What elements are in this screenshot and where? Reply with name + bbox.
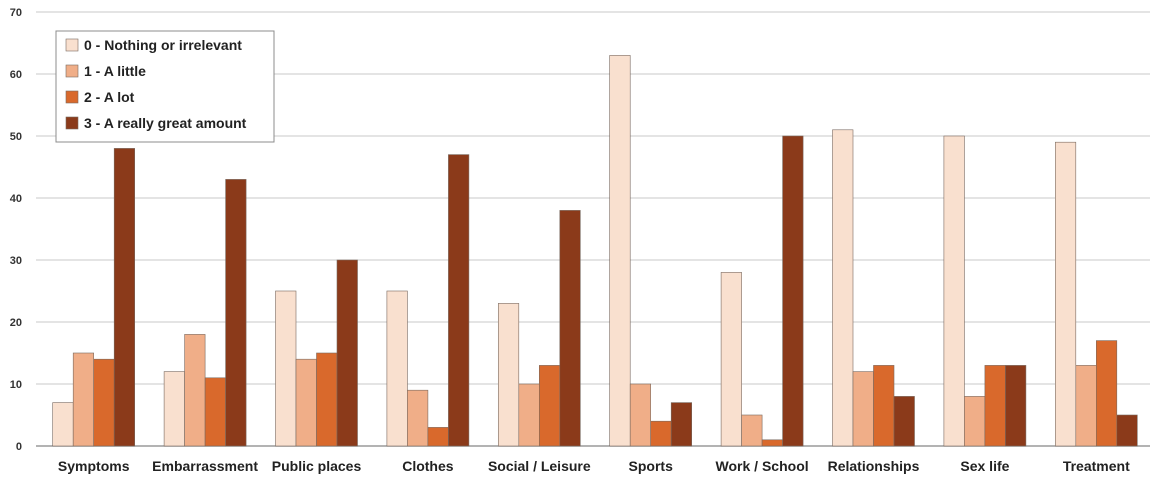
- y-tick-label: 10: [10, 379, 22, 391]
- bar: [832, 129, 854, 447]
- bar: [52, 402, 74, 447]
- legend-label: 3 - A really great amount: [84, 115, 247, 131]
- bar: [1055, 141, 1077, 447]
- legend-label: 1 - A little: [84, 63, 146, 79]
- x-tick-label: Sex life: [960, 458, 1009, 474]
- bar: [113, 148, 135, 447]
- bar: [609, 55, 631, 447]
- bar: [1005, 365, 1027, 447]
- legend: 0 - Nothing or irrelevant 1 - A little 2 -…: [55, 30, 275, 143]
- bar: [225, 179, 247, 447]
- bar: [852, 371, 874, 447]
- y-tick-label: 70: [10, 7, 22, 19]
- bar: [427, 427, 449, 447]
- bar: [893, 396, 915, 447]
- bar: [336, 259, 358, 447]
- bar: [984, 365, 1006, 447]
- x-tick-label: Work / School: [716, 458, 809, 474]
- legend-swatch: [65, 90, 79, 104]
- legend-swatch: [65, 38, 79, 52]
- x-tick-label: Embarrassment: [152, 458, 258, 474]
- bar: [184, 334, 206, 447]
- x-tick-label: Treatment: [1063, 458, 1130, 474]
- legend-label: 2 - A lot: [84, 89, 135, 105]
- bar: [1075, 365, 1097, 447]
- x-tick-label: Symptoms: [58, 458, 130, 474]
- bar: [943, 135, 965, 447]
- y-tick-label: 60: [10, 69, 22, 81]
- bar: [316, 352, 338, 447]
- y-tick-label: 0: [16, 441, 22, 453]
- bar: [295, 358, 317, 447]
- bar: [782, 135, 804, 447]
- legend-swatch: [65, 64, 79, 78]
- y-tick-label: 40: [10, 193, 22, 205]
- x-tick-label: Social / Leisure: [488, 458, 591, 474]
- y-tick-label: 30: [10, 255, 22, 267]
- bar: [275, 290, 297, 447]
- bar: [559, 210, 581, 447]
- legend-label: 0 - Nothing or irrelevant: [84, 37, 242, 53]
- x-tick-label: Public places: [272, 458, 362, 474]
- bars: [52, 55, 1138, 447]
- bar: [629, 383, 652, 447]
- bar: [448, 154, 470, 447]
- y-tick-label: 20: [10, 317, 22, 329]
- bar: [93, 358, 115, 447]
- bar: [741, 414, 763, 447]
- bar: [163, 371, 185, 447]
- x-axis-labels: Symptoms Embarrassment Public places Clothe…: [58, 458, 1130, 474]
- legend-swatch: [65, 116, 79, 130]
- bar: [720, 272, 742, 447]
- bar: [1116, 414, 1138, 447]
- bar: [386, 290, 408, 447]
- x-tick-label: Clothes: [402, 458, 454, 474]
- x-tick-label: Relationships: [828, 458, 920, 474]
- bar: [1096, 340, 1118, 447]
- legend-box: [55, 30, 275, 143]
- bar: [204, 377, 226, 447]
- y-axis-ticks: 0 10 20 30 40 50 60 70: [10, 7, 22, 453]
- bar: [518, 383, 540, 447]
- bar: [964, 396, 986, 447]
- bar: [670, 402, 693, 447]
- bar: [407, 389, 429, 447]
- bar: [538, 365, 561, 447]
- bar: [873, 365, 895, 447]
- bar: [761, 439, 783, 447]
- y-tick-label: 50: [10, 131, 22, 143]
- bar: [650, 420, 672, 447]
- x-tick-label: Sports: [629, 458, 674, 474]
- bar: [497, 303, 520, 447]
- bar: [72, 352, 94, 447]
